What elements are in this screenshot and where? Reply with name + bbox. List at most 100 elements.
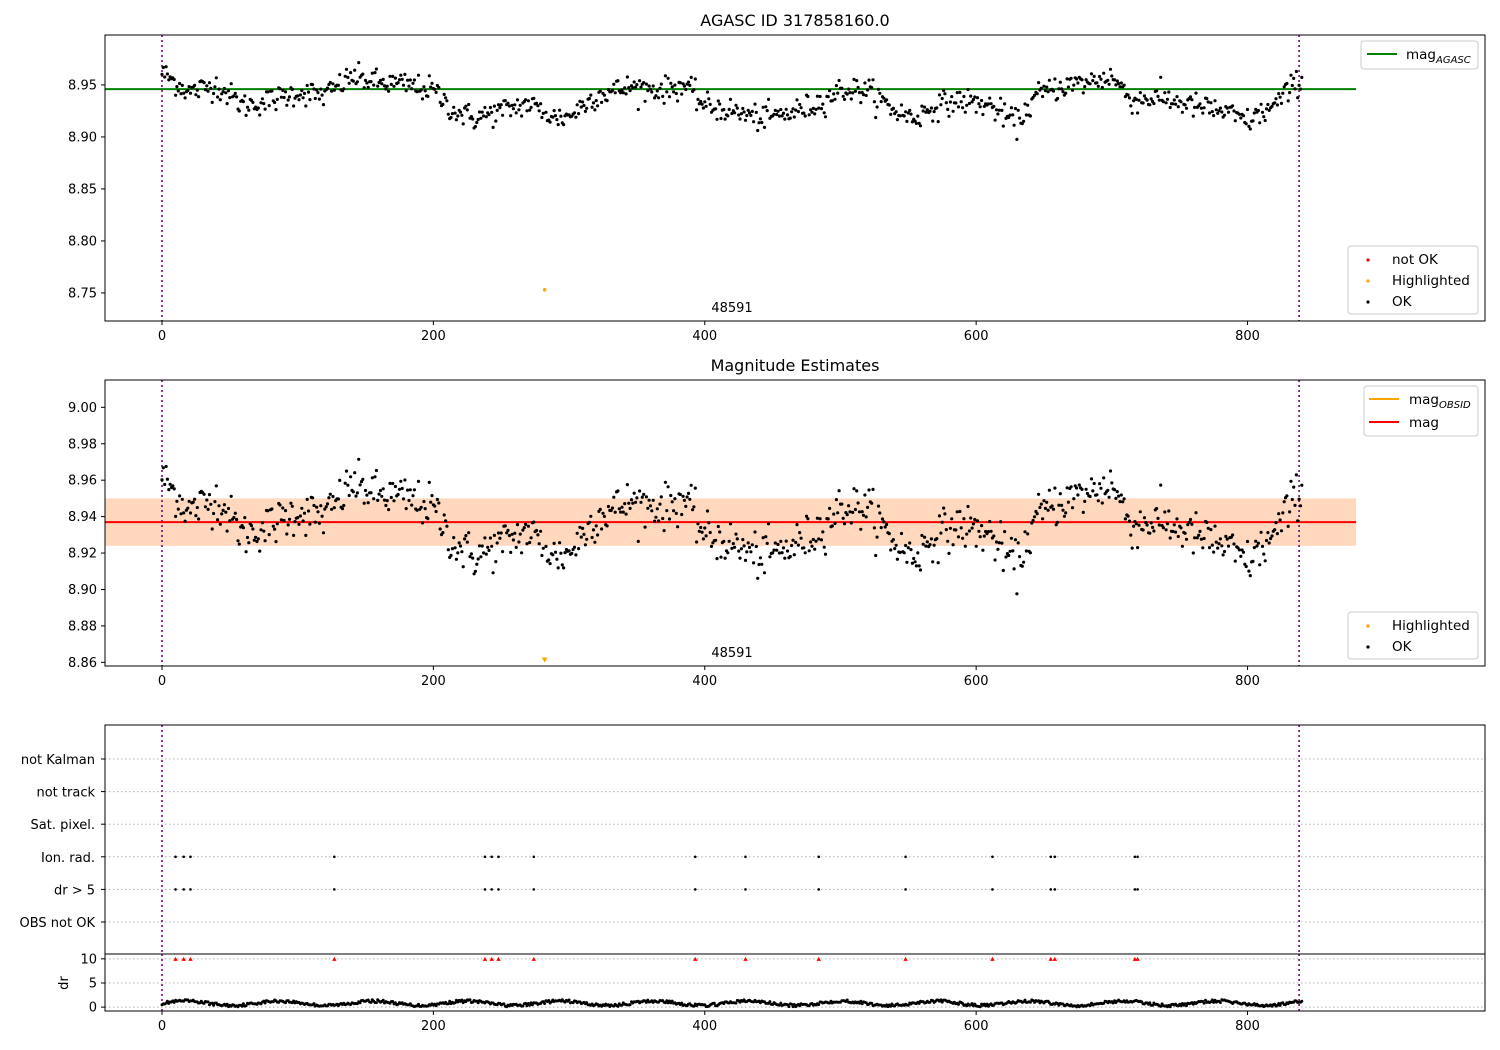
ok-point [1098,482,1102,486]
ok-point [654,515,658,519]
ok-point [828,89,832,93]
ok-point [975,96,980,100]
ok-point [629,498,634,502]
legend-box [1347,611,1479,660]
ok-point [373,475,377,479]
ok-point [851,91,855,95]
ok-point [218,522,222,526]
ok-point [1004,555,1008,559]
ok-point [1084,78,1088,82]
ok-point [1145,98,1149,102]
ok-point [583,109,588,113]
ok-point [225,102,229,106]
ok-point [741,106,745,111]
ok-point [940,96,944,101]
ok-point [484,552,488,556]
ok-point [465,540,469,544]
flag-point [189,888,192,891]
ok-point [1168,105,1172,110]
dr-point [978,1005,982,1009]
ok-point [670,500,674,504]
x-tick-label: 600 [964,329,989,344]
ok-point [258,113,262,117]
ok-point [876,504,881,508]
legend-mag-agasc-label: magAGASC [1406,47,1471,66]
ok-point [1080,487,1084,491]
ok-point [730,111,734,116]
ok-point [532,96,536,100]
ok-point [477,544,482,548]
ok-point [513,103,517,107]
ok-point [1292,485,1296,489]
ok-point [1205,97,1209,101]
ok-point [249,524,254,528]
dr-point [1179,1004,1183,1008]
ok-point [434,90,438,94]
ok-point [931,119,935,123]
ok-point [841,516,845,520]
ok-point [1226,110,1231,114]
ok-point [357,61,361,65]
ok-point [1210,110,1214,114]
ok-point [317,521,321,525]
ok-point [1241,550,1246,554]
ok-point [585,537,589,541]
ok-point [302,91,307,95]
ok-point [1069,76,1073,80]
ok-point [1267,108,1271,112]
ok-point [465,108,469,112]
panel-dr-frame [104,953,1486,1012]
ok-point [977,102,981,106]
ok-point [1028,551,1032,555]
ok-point [1174,530,1178,534]
ok-point [1244,122,1248,126]
ok-point [1194,511,1198,515]
ok-point [254,105,258,109]
ok-point [578,99,582,103]
ok-point [716,99,720,103]
ok-point [860,510,864,514]
ok-point [1207,546,1212,550]
ok-point [499,103,503,107]
ok-point [532,520,536,524]
ok-point [1159,483,1163,487]
ok-point [438,100,442,104]
ok-point [798,531,802,535]
dr-point [1159,1004,1163,1008]
ok-point [411,494,415,498]
ok-point [996,547,1000,551]
ok-point [921,109,925,113]
panel-flags-content [105,725,1485,954]
ok-point [1194,91,1198,95]
ok-point [1138,91,1142,95]
ok-point [701,537,706,541]
legend-agasc-points: not OK Highlighted OK [1347,245,1479,315]
ok-point [446,548,450,552]
ok-point [1095,493,1099,497]
ok-point [311,496,315,500]
ok-point [848,510,852,514]
ok-point [848,91,852,95]
ok-point [388,481,392,485]
ok-point [441,531,445,535]
ok-point [669,81,673,85]
ok-point [1193,105,1197,109]
ok-point [1254,107,1258,111]
ok-point [1042,499,1046,503]
ok-point [967,529,972,533]
ok-point [396,492,400,497]
ok-point [510,532,514,536]
ok-point [524,522,528,527]
ok-point [714,538,718,542]
ok-point [686,80,691,84]
dr-point [1202,1001,1206,1005]
ok-point [369,80,373,84]
ok-point [1262,552,1266,556]
dr-point [468,998,472,1002]
ok-point [456,551,460,555]
ok-point [942,506,946,510]
dr-point [768,1000,772,1004]
ok-point [328,80,332,85]
ok-point [296,516,300,520]
ok-point [1231,533,1235,537]
